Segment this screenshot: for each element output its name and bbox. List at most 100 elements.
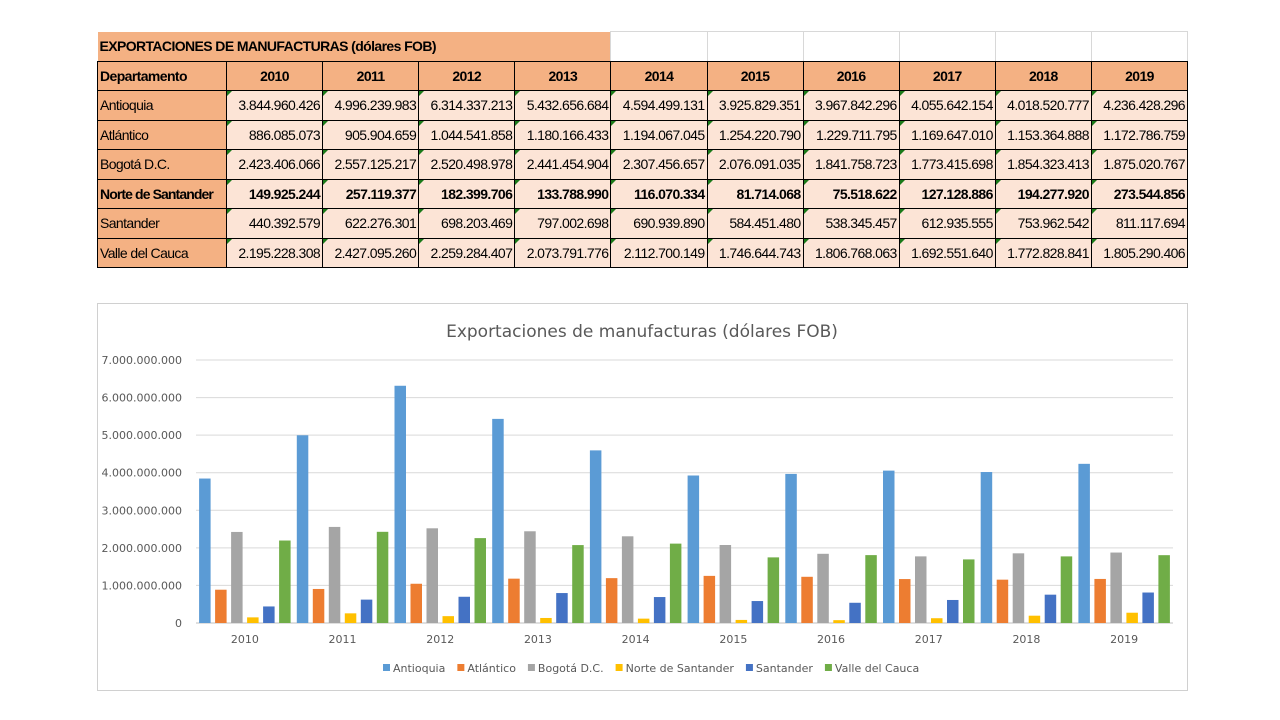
value-cell[interactable]: 1.746.644.743 (706, 237, 804, 268)
value-cell[interactable]: 3.967.842.296 (802, 90, 900, 121)
value-cell[interactable]: 811.117.694 (1090, 208, 1189, 239)
value-cell[interactable]: 2.076.091.035 (706, 149, 804, 180)
value-cell[interactable]: 886.085.073 (225, 119, 324, 150)
value-cell-text: 2.427.095.260 (334, 244, 417, 261)
row-label[interactable]: Norte de Santander (97, 178, 227, 209)
value-cell[interactable]: 273.544.856 (1090, 178, 1189, 209)
column-header[interactable]: 2013 (514, 60, 612, 91)
chart-container[interactable]: Exportaciones de manufacturas (dólares F… (97, 303, 1188, 691)
value-cell[interactable]: 127.128.886 (898, 178, 996, 209)
value-cell[interactable]: 3.925.829.351 (706, 90, 804, 121)
value-cell[interactable]: 1.841.758.723 (802, 149, 900, 180)
row-label[interactable]: Atlántico (97, 119, 227, 150)
value-cell[interactable]: 133.788.990 (514, 178, 612, 209)
column-header-text: 2018 (1028, 67, 1058, 84)
value-cell[interactable]: 1.854.323.413 (994, 149, 1092, 180)
value-cell[interactable]: 2.259.284.407 (418, 237, 516, 268)
column-header[interactable]: Departamento (97, 60, 227, 91)
value-cell[interactable]: 1.806.768.063 (802, 237, 900, 268)
value-cell[interactable]: 753.962.542 (994, 208, 1092, 239)
row-label[interactable]: Valle del Cauca (97, 237, 227, 268)
value-cell[interactable]: 905.904.659 (322, 119, 420, 150)
value-cell[interactable]: 75.518.622 (802, 178, 900, 209)
column-header[interactable]: 2012 (418, 60, 516, 91)
value-cell[interactable]: 4.996.239.983 (322, 90, 420, 121)
legend-label: Atlántico (467, 662, 516, 675)
value-cell[interactable]: 5.432.656.684 (514, 90, 612, 121)
value-cell-text: 273.544.856 (1113, 185, 1186, 202)
value-cell[interactable]: 2.112.700.149 (610, 237, 708, 268)
value-cell[interactable]: 538.345.457 (802, 208, 900, 239)
value-cell[interactable]: 1.805.290.406 (1090, 237, 1189, 268)
column-header[interactable]: 2014 (610, 60, 708, 91)
value-cell[interactable]: 2.427.095.260 (322, 237, 420, 268)
value-cell[interactable]: 116.070.334 (610, 178, 708, 209)
value-cell[interactable]: 622.276.301 (322, 208, 420, 239)
value-cell-text: 1.772.828.841 (1007, 244, 1089, 261)
value-cell[interactable]: 690.939.890 (610, 208, 708, 239)
empty-cell[interactable] (706, 31, 804, 62)
value-cell[interactable]: 1.172.786.759 (1090, 119, 1189, 150)
value-cell[interactable]: 1.692.551.640 (898, 237, 996, 268)
column-header[interactable]: 2016 (802, 60, 900, 91)
column-header[interactable]: 2011 (322, 60, 420, 91)
value-cell[interactable]: 4.594.499.131 (610, 90, 708, 121)
empty-cell[interactable] (1090, 31, 1189, 62)
value-cell-text: 5.432.656.684 (526, 97, 609, 114)
column-header[interactable]: 2019 (1090, 60, 1189, 91)
empty-cell[interactable] (994, 31, 1092, 62)
value-cell[interactable]: 2.195.228.308 (225, 237, 324, 268)
value-cell[interactable]: 1.772.828.841 (994, 237, 1092, 268)
bar-santander (947, 599, 959, 623)
value-cell[interactable]: 1.153.364.888 (994, 119, 1092, 150)
value-cell[interactable]: 2.520.498.978 (418, 149, 516, 180)
value-cell[interactable]: 4.236.428.296 (1090, 90, 1189, 121)
column-header[interactable]: 2010 (225, 60, 324, 91)
value-cell-text: 81.714.068 (736, 185, 802, 202)
value-cell[interactable]: 1.194.067.045 (610, 119, 708, 150)
bar-valle-del-cauca (279, 540, 291, 623)
value-cell[interactable]: 6.314.337.213 (418, 90, 516, 121)
value-cell[interactable]: 4.055.642.154 (898, 90, 996, 121)
value-cell[interactable]: 2.307.456.657 (610, 149, 708, 180)
value-cell[interactable]: 797.002.698 (514, 208, 612, 239)
value-cell[interactable]: 182.399.706 (418, 178, 516, 209)
column-header[interactable]: 2015 (706, 60, 804, 91)
value-cell[interactable]: 1.229.711.795 (802, 119, 900, 150)
legend-label: Bogotá D.C. (538, 662, 604, 675)
column-header[interactable]: 2017 (898, 60, 996, 91)
row-label[interactable]: Bogotá D.C. (97, 149, 227, 180)
value-cell[interactable]: 3.844.960.426 (225, 90, 324, 121)
value-cell[interactable]: 257.119.377 (322, 178, 420, 209)
value-cell[interactable]: 149.925.244 (225, 178, 324, 209)
value-cell[interactable]: 584.451.480 (706, 208, 804, 239)
value-cell[interactable]: 698.203.469 (418, 208, 516, 239)
column-header[interactable]: 2018 (994, 60, 1092, 91)
row-label[interactable]: Antioquia (97, 90, 227, 121)
table-row: Antioquia 3.844.960.426 4.996.239.983 6.314… (97, 90, 1189, 121)
value-cell[interactable]: 612.935.555 (898, 208, 996, 239)
value-cell[interactable]: 2.423.406.066 (225, 149, 324, 180)
bar-norte-de-santander (1126, 612, 1138, 623)
value-cell-text: 1.806.768.063 (814, 244, 897, 261)
value-cell[interactable]: 1.044.541.858 (418, 119, 516, 150)
empty-cell[interactable] (610, 31, 708, 62)
value-cell[interactable]: 194.277.920 (994, 178, 1092, 209)
value-cell-text: 75.518.622 (832, 185, 898, 202)
row-label[interactable]: Santander (97, 208, 227, 239)
value-cell[interactable]: 2.441.454.904 (514, 149, 612, 180)
empty-cell[interactable] (898, 31, 996, 62)
value-cell[interactable]: 1.254.220.790 (706, 119, 804, 150)
value-cell[interactable]: 1.773.415.698 (898, 149, 996, 180)
value-cell[interactable]: 440.392.579 (225, 208, 324, 239)
value-cell[interactable]: 2.557.125.217 (322, 149, 420, 180)
value-cell[interactable]: 81.714.068 (706, 178, 804, 209)
value-cell-text: 1.805.290.406 (1103, 244, 1185, 261)
value-cell[interactable]: 1.169.647.010 (898, 119, 996, 150)
value-cell[interactable]: 1.875.020.767 (1090, 149, 1189, 180)
value-cell[interactable]: 1.180.166.433 (514, 119, 612, 150)
table-title[interactable]: EXPORTACIONES DE MANUFACTURAS (dólares F… (97, 31, 611, 62)
empty-cell[interactable] (802, 31, 900, 62)
value-cell[interactable]: 4.018.520.777 (994, 90, 1092, 121)
value-cell[interactable]: 2.073.791.776 (514, 237, 612, 268)
